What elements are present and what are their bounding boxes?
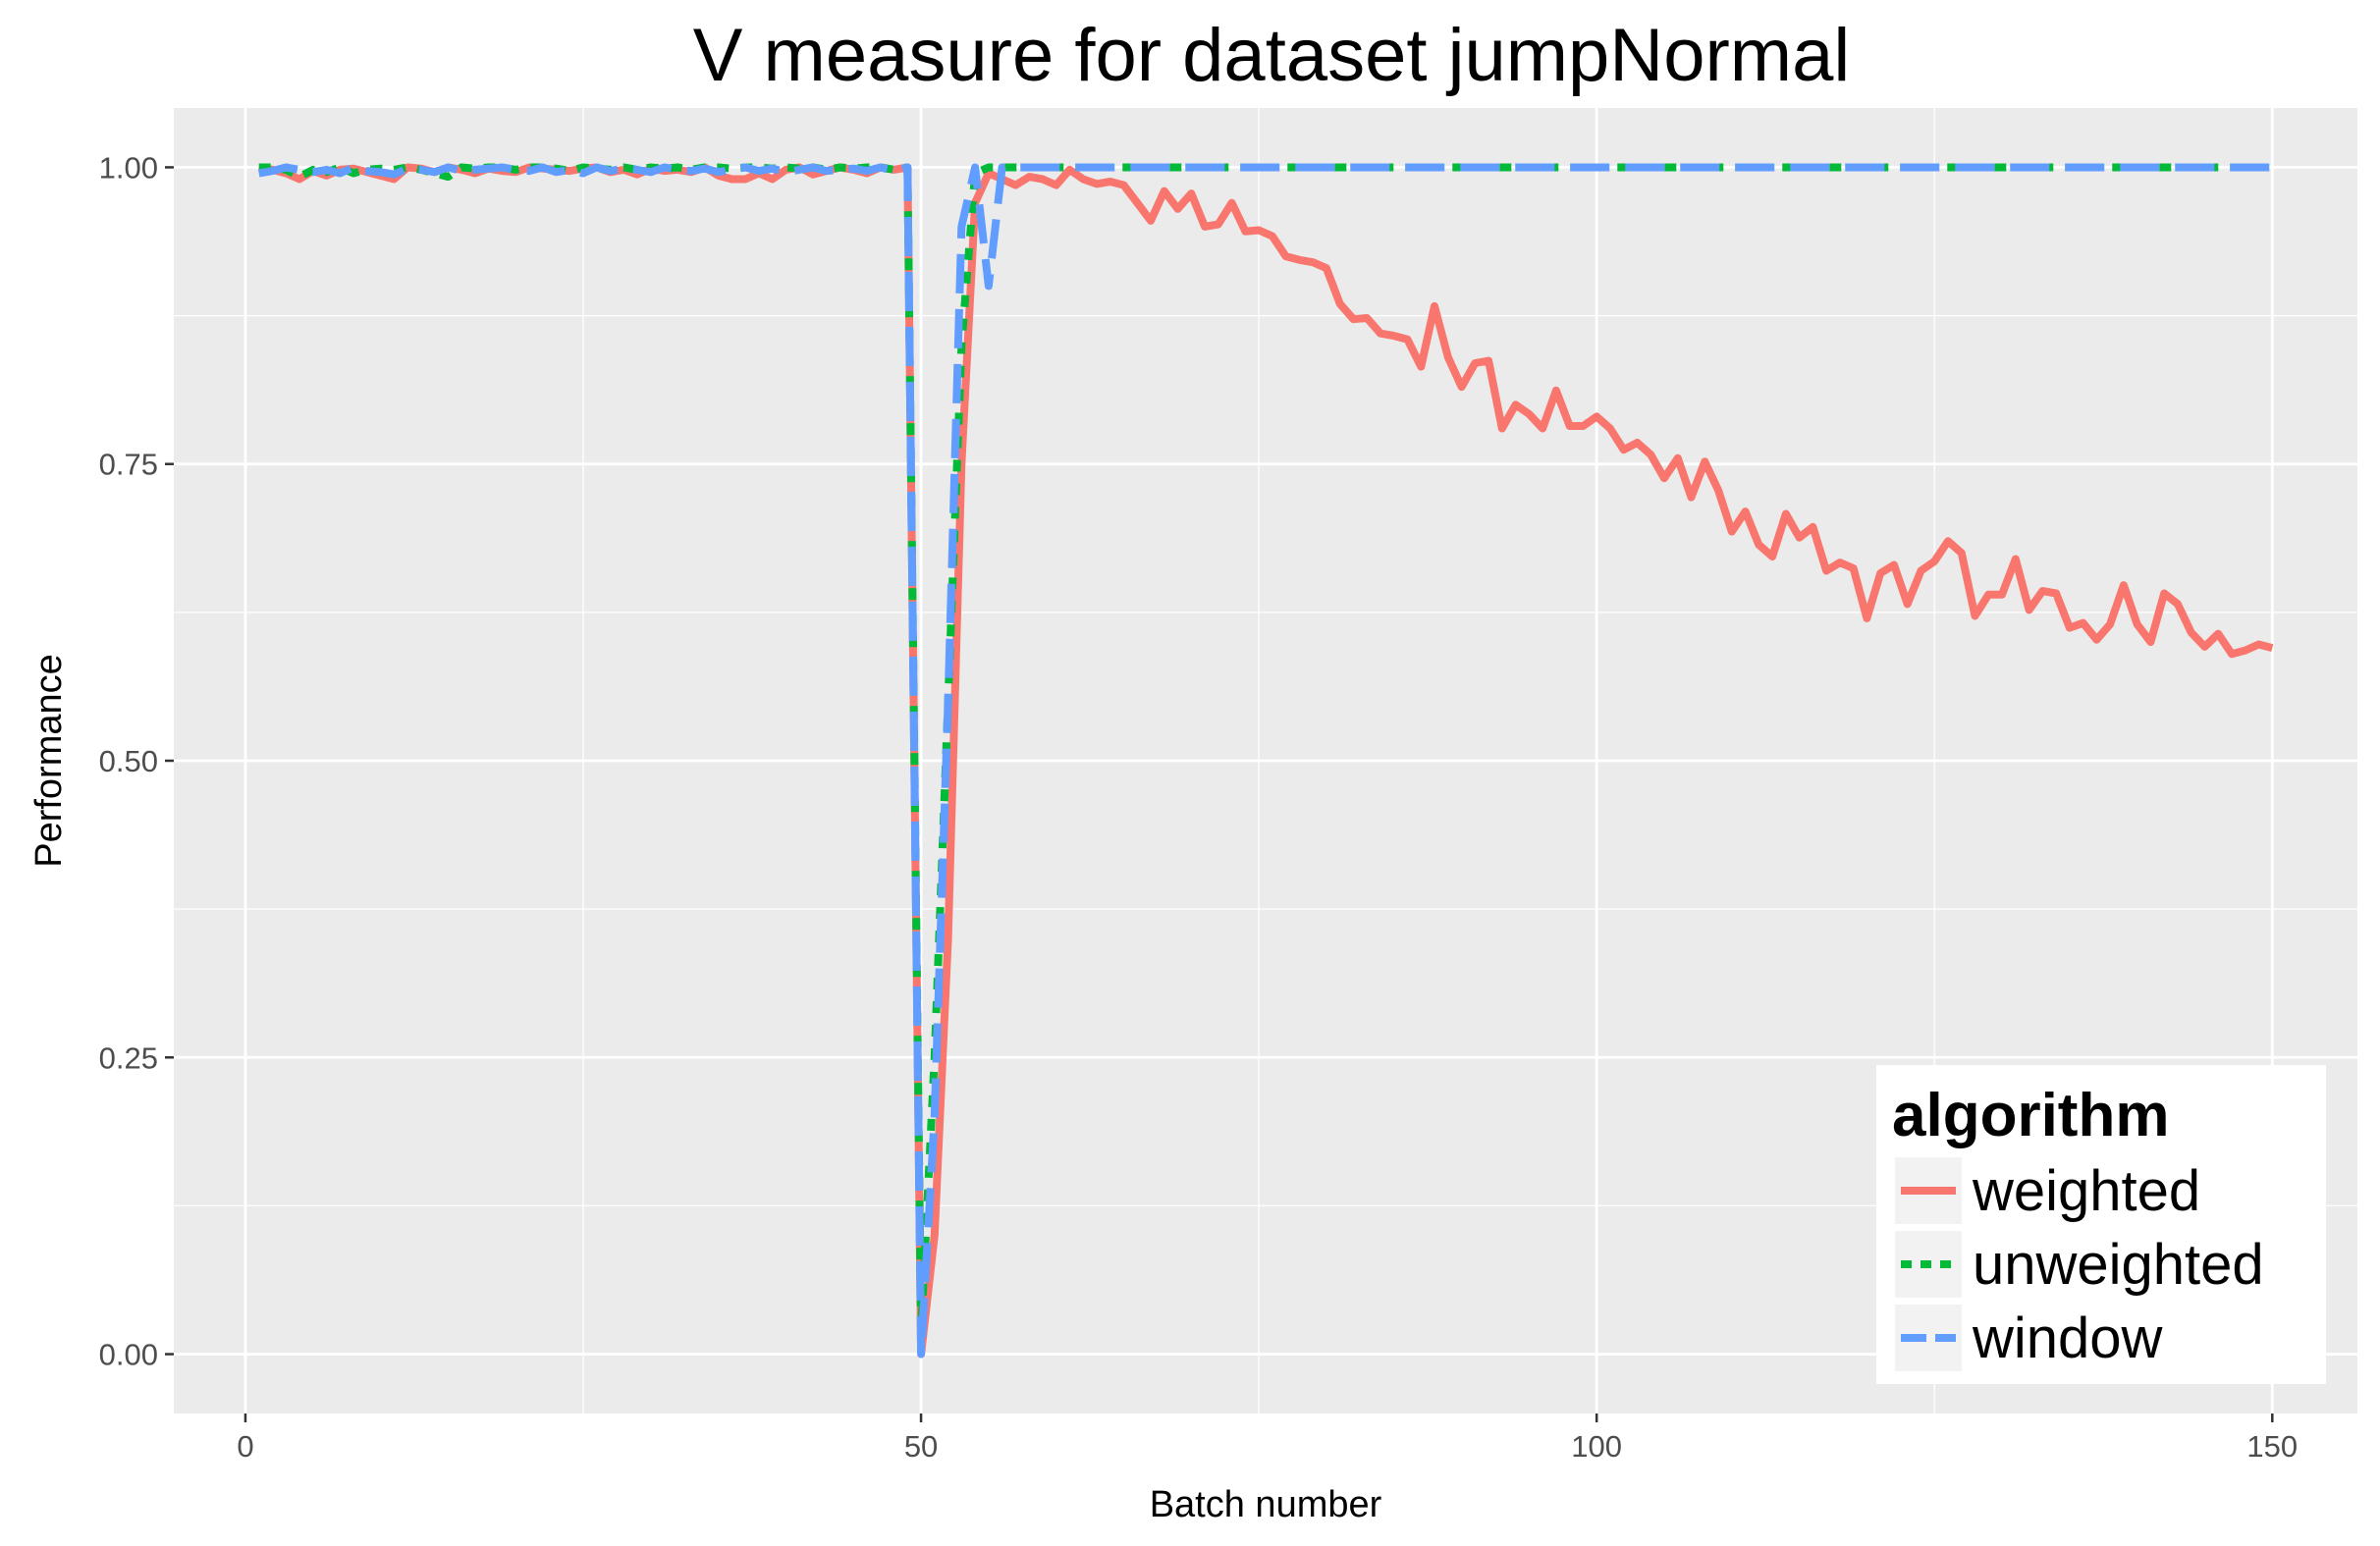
- y-tick-label: 0.50: [99, 744, 158, 778]
- y-tick-label: 0.00: [99, 1338, 158, 1372]
- legend-label-unweighted: unweighted: [1973, 1233, 2264, 1297]
- chart-title: V measure for dataset jumpNormal: [693, 14, 1850, 97]
- legend-items: weighted unweighted window: [1895, 1157, 2264, 1371]
- y-axis: 0.00 0.25 0.50 0.75 1.00: [99, 150, 174, 1372]
- y-tick-label: 1.00: [99, 150, 158, 185]
- x-axis-label: Batch number: [1150, 1484, 1382, 1525]
- x-axis: 0 50 100 150: [237, 1413, 2298, 1464]
- series-line-window: [258, 163, 2273, 1359]
- legend: algorithm weighted unweighted window: [1876, 1065, 2326, 1384]
- x-tick-label: 50: [904, 1429, 938, 1464]
- x-tick-label: 0: [237, 1429, 253, 1464]
- legend-title: algorithm: [1892, 1082, 2169, 1149]
- series-layer: [258, 163, 2274, 1359]
- legend-label-window: window: [1972, 1306, 2164, 1370]
- y-tick-label: 0.75: [99, 448, 158, 482]
- x-tick-label: 150: [2246, 1429, 2298, 1464]
- y-tick-label: 0.25: [99, 1040, 158, 1075]
- x-tick-label: 100: [1571, 1429, 1622, 1464]
- y-axis-label: Performance: [28, 654, 70, 868]
- legend-label-weighted: weighted: [1972, 1159, 2200, 1223]
